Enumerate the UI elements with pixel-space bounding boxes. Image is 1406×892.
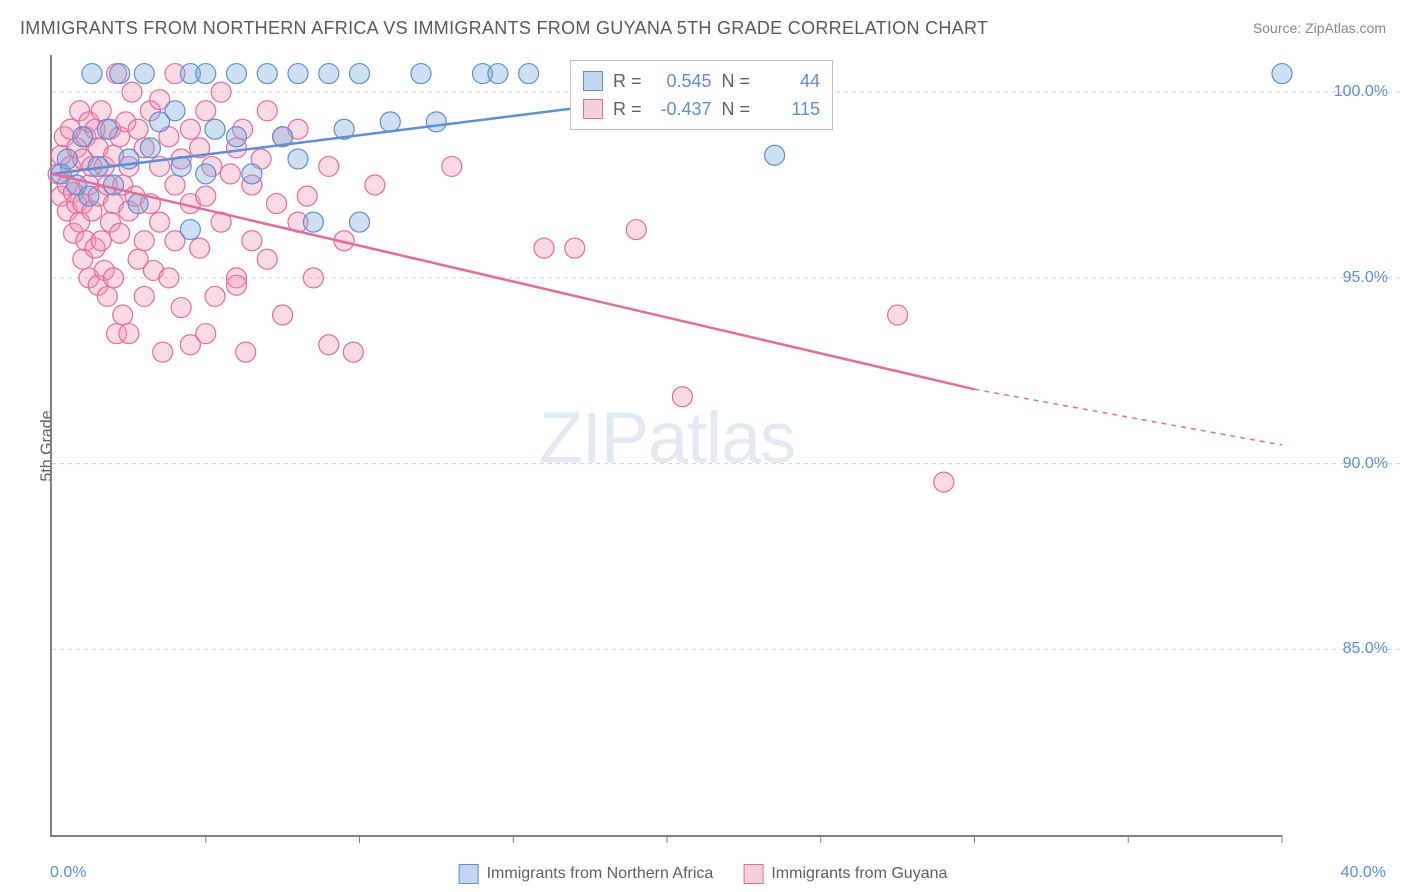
legend-label-pink: Immigrants from Guyana — [771, 865, 947, 883]
r-label: R = — [613, 67, 642, 95]
x-axis-max-label: 40.0% — [1341, 864, 1386, 882]
stats-legend-box: R = 0.545 N = 44 R = -0.437 N = 115 — [570, 60, 833, 130]
r-value-pink: -0.437 — [652, 95, 712, 123]
n-label: N = — [722, 67, 751, 95]
x-axis-min-label: 0.0% — [50, 864, 86, 882]
y-tick-label: 85.0% — [1343, 640, 1388, 658]
swatch-blue-icon — [583, 71, 603, 91]
chart-title: IMMIGRANTS FROM NORTHERN AFRICA VS IMMIG… — [20, 18, 988, 39]
swatch-pink-icon — [583, 99, 603, 119]
n-value-pink: 115 — [760, 95, 820, 123]
legend-item-pink: Immigrants from Guyana — [743, 864, 947, 884]
plot-area: ZIPatlas — [50, 55, 1282, 837]
stats-row-blue: R = 0.545 N = 44 — [583, 67, 820, 95]
y-tick-label: 95.0% — [1343, 269, 1388, 287]
chart-svg — [52, 55, 1282, 835]
swatch-blue-icon — [459, 864, 479, 884]
y-tick-label: 100.0% — [1334, 83, 1388, 101]
y-tick-label: 90.0% — [1343, 455, 1388, 473]
r-value-blue: 0.545 — [652, 67, 712, 95]
source-link[interactable]: ZipAtlas.com — [1305, 20, 1386, 36]
n-label: N = — [722, 95, 751, 123]
source-prefix: Source: — [1253, 20, 1301, 36]
swatch-pink-icon — [743, 864, 763, 884]
stats-row-pink: R = -0.437 N = 115 — [583, 95, 820, 123]
legend-item-blue: Immigrants from Northern Africa — [459, 864, 714, 884]
legend-label-blue: Immigrants from Northern Africa — [487, 865, 714, 883]
r-label: R = — [613, 95, 642, 123]
legend-bottom: Immigrants from Northern Africa Immigran… — [459, 864, 948, 884]
source-attribution: Source: ZipAtlas.com — [1253, 20, 1386, 36]
n-value-blue: 44 — [760, 67, 820, 95]
